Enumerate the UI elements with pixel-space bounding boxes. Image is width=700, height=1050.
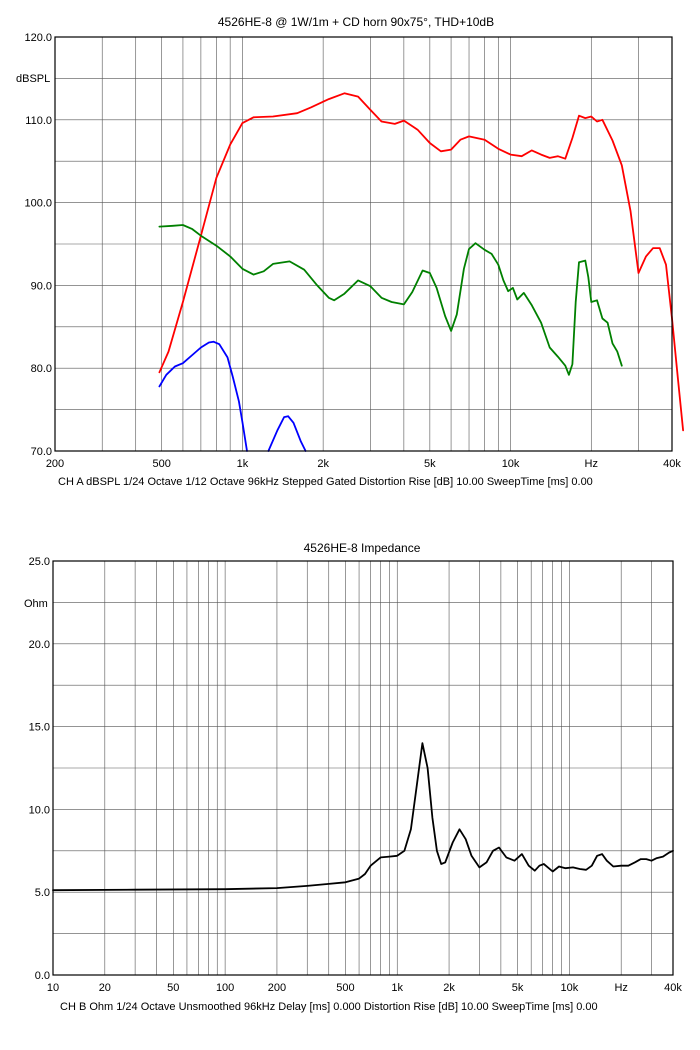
spl-x-tick-label: 500	[153, 458, 171, 470]
impedance-grid	[53, 561, 673, 975]
impedance-y-tick-label: 0.0	[35, 970, 50, 982]
impedance-y-tick-label: 25.0	[29, 556, 50, 568]
spl-x-tick-label: Hz	[585, 458, 598, 470]
spl-series-line-3	[267, 415, 307, 452]
impedance-x-tick-label: 10	[47, 982, 59, 994]
spl-x-tick-label: 5k	[424, 458, 436, 470]
spl-y-tick-label: 120.0	[24, 32, 52, 44]
impedance-y-unit: Ohm	[24, 598, 48, 610]
impedance-plot-frame	[52, 560, 674, 976]
spl-x-tick-label: 10k	[502, 458, 520, 470]
impedance-y-tick-label: 20.0	[29, 639, 50, 651]
impedance-x-tick-label: 5k	[512, 982, 524, 994]
spl-y-tick-label: 100.0	[24, 198, 52, 210]
impedance-x-tick-label: Hz	[614, 982, 627, 994]
spl-x-tick-label: 1k	[237, 458, 249, 470]
impedance-x-ticks: 10 20 50 100 200 500 1k 2k 5k 10k Hz 40k	[47, 982, 682, 994]
impedance-y-tick-label: 15.0	[29, 722, 50, 734]
spl-y-tick-label: 80.0	[31, 363, 52, 375]
impedance-x-tick-label: 2k	[443, 982, 455, 994]
spl-footer: CH A dBSPL 1/24 Octave 1/12 Octave 96kHz…	[58, 476, 593, 488]
spl-grid	[55, 37, 672, 451]
spl-y-ticks: 70.0 80.0 90.0 100.0 110.0 120.0	[24, 32, 52, 458]
spl-x-ticks: 200 500 1k 2k 5k 10k Hz 40k	[46, 458, 682, 470]
impedance-x-tick-label: 100	[216, 982, 234, 994]
spl-series-line-2	[158, 340, 248, 452]
impedance-x-tick-label: 500	[336, 982, 354, 994]
spl-y-tick-label: 110.0	[25, 115, 52, 127]
impedance-chart: 4526HE-8 Impedance 0.0 5.0 10.0 15.0 20.0 25.…	[24, 541, 682, 1013]
impedance-footer: CH B Ohm 1/24 Octave Unsmoothed 96kHz De…	[60, 1001, 598, 1013]
spl-y-tick-label: 90.0	[31, 280, 52, 292]
impedance-series	[52, 742, 674, 892]
impedance-x-tick-label: 20	[99, 982, 111, 994]
impedance-y-ticks: 0.0 5.0 10.0 15.0 20.0 25.0	[29, 556, 50, 982]
impedance-x-tick-label: 50	[167, 982, 179, 994]
spl-series-line-1	[158, 224, 623, 376]
impedance-x-tick-label: 40k	[664, 982, 682, 994]
spl-series-line-0	[158, 92, 684, 432]
spl-y-unit: dBSPL	[16, 73, 50, 85]
impedance-x-tick-label: 10k	[560, 982, 578, 994]
spl-x-tick-label: 200	[46, 458, 64, 470]
impedance-y-tick-label: 5.0	[35, 887, 50, 899]
spl-plot-frame	[54, 36, 673, 452]
spl-y-tick-label: 70.0	[31, 446, 52, 458]
spl-series	[158, 92, 684, 452]
spl-chart: 4526HE-8 @ 1W/1m + CD horn 90x75°, THD+1…	[16, 15, 684, 488]
impedance-y-tick-label: 10.0	[29, 804, 50, 816]
impedance-chart-title: 4526HE-8 Impedance	[304, 541, 421, 555]
spl-x-tick-label: 2k	[317, 458, 329, 470]
impedance-x-tick-label: 200	[268, 982, 286, 994]
spl-chart-title: 4526HE-8 @ 1W/1m + CD horn 90x75°, THD+1…	[218, 15, 494, 29]
spl-x-tick-label: 40k	[663, 458, 681, 470]
impedance-x-tick-label: 1k	[391, 982, 403, 994]
impedance-series-line-0	[52, 742, 674, 892]
